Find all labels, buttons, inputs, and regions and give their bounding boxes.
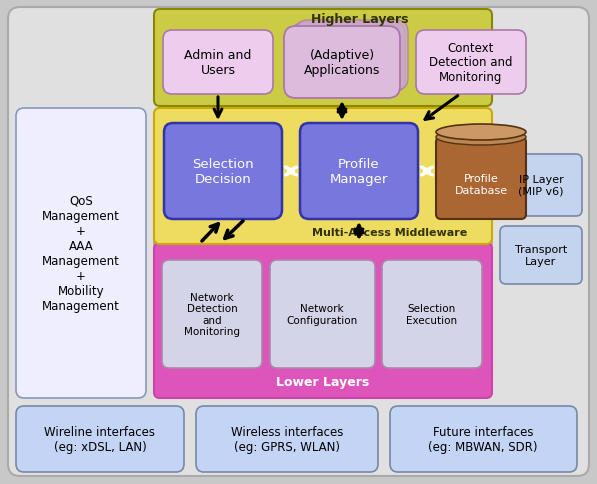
Text: Wireline interfaces
(eg: xDSL, LAN): Wireline interfaces (eg: xDSL, LAN) (45, 425, 155, 453)
Ellipse shape (436, 125, 526, 141)
FancyBboxPatch shape (287, 27, 399, 97)
Text: Profile
Database: Profile Database (454, 174, 507, 196)
Text: Selection
Decision: Selection Decision (192, 158, 254, 186)
Text: Multi-Access Middleware: Multi-Access Middleware (312, 227, 467, 238)
Text: Context
Detection and
Monitoring: Context Detection and Monitoring (429, 42, 513, 84)
Text: Network
Configuration: Network Configuration (287, 303, 358, 325)
FancyBboxPatch shape (196, 406, 378, 472)
FancyBboxPatch shape (8, 8, 589, 476)
FancyBboxPatch shape (390, 406, 577, 472)
Text: (Adaptive)
Applications: (Adaptive) Applications (304, 49, 380, 77)
FancyBboxPatch shape (154, 243, 492, 398)
FancyBboxPatch shape (284, 27, 400, 99)
FancyBboxPatch shape (500, 155, 582, 216)
FancyBboxPatch shape (16, 406, 184, 472)
FancyBboxPatch shape (416, 31, 526, 95)
FancyBboxPatch shape (270, 260, 375, 368)
FancyBboxPatch shape (296, 21, 408, 91)
Text: Transport
Layer: Transport Layer (515, 245, 567, 266)
FancyBboxPatch shape (164, 124, 282, 220)
Text: Network
Detection
and
Monitoring: Network Detection and Monitoring (184, 292, 240, 337)
FancyBboxPatch shape (293, 23, 405, 93)
Text: Future interfaces
(eg: MBWAN, SDR): Future interfaces (eg: MBWAN, SDR) (428, 425, 538, 453)
FancyBboxPatch shape (300, 124, 418, 220)
Text: Selection
Execution: Selection Execution (407, 303, 457, 325)
FancyBboxPatch shape (154, 109, 492, 398)
Text: Lower Layers: Lower Layers (276, 376, 370, 389)
Text: Wireless interfaces
(eg: GPRS, WLAN): Wireless interfaces (eg: GPRS, WLAN) (231, 425, 343, 453)
Text: QoS
Management
+
AAA
Management
+
Mobility
Management: QoS Management + AAA Management + Mobili… (42, 195, 120, 312)
Ellipse shape (436, 130, 526, 146)
FancyBboxPatch shape (16, 109, 146, 398)
FancyBboxPatch shape (290, 25, 402, 95)
FancyBboxPatch shape (162, 260, 262, 368)
Text: Admin and
Users: Admin and Users (184, 49, 252, 77)
FancyBboxPatch shape (382, 260, 482, 368)
Text: Higher Layers: Higher Layers (311, 13, 409, 26)
FancyBboxPatch shape (436, 138, 526, 220)
Text: IP Layer
(MIP v6): IP Layer (MIP v6) (518, 175, 564, 197)
FancyBboxPatch shape (154, 109, 492, 244)
FancyBboxPatch shape (163, 31, 273, 95)
Text: Profile
Manager: Profile Manager (330, 158, 388, 186)
FancyBboxPatch shape (500, 227, 582, 285)
FancyBboxPatch shape (154, 10, 492, 107)
